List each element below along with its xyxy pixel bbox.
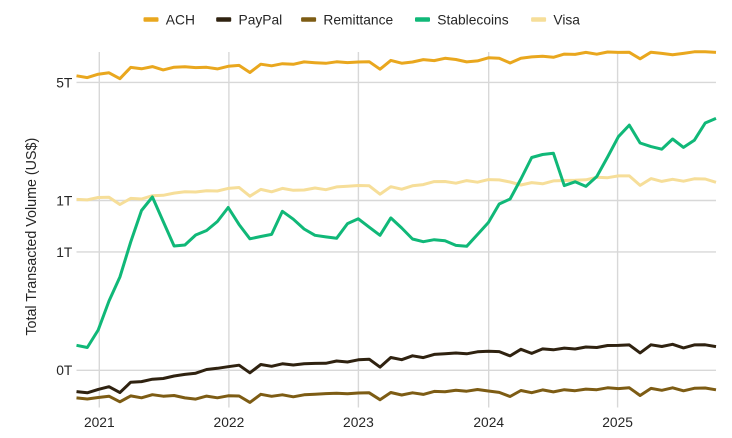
svg-text:1T: 1T bbox=[56, 245, 73, 260]
svg-text:Stablecoins: Stablecoins bbox=[437, 12, 508, 27]
svg-text:1T: 1T bbox=[56, 193, 73, 208]
svg-text:Visa: Visa bbox=[553, 12, 580, 27]
svg-text:2024: 2024 bbox=[473, 415, 504, 430]
svg-text:Total Transacted Volume (US$): Total Transacted Volume (US$) bbox=[24, 138, 40, 336]
svg-text:PayPal: PayPal bbox=[239, 12, 283, 27]
svg-text:5T: 5T bbox=[56, 75, 73, 90]
svg-text:0T: 0T bbox=[56, 363, 73, 378]
svg-text:2023: 2023 bbox=[343, 415, 374, 430]
svg-text:Remittance: Remittance bbox=[323, 12, 393, 27]
svg-text:2022: 2022 bbox=[214, 415, 245, 430]
svg-text:2021: 2021 bbox=[84, 415, 115, 430]
svg-text:2025: 2025 bbox=[602, 415, 633, 430]
svg-text:ACH: ACH bbox=[166, 12, 195, 27]
